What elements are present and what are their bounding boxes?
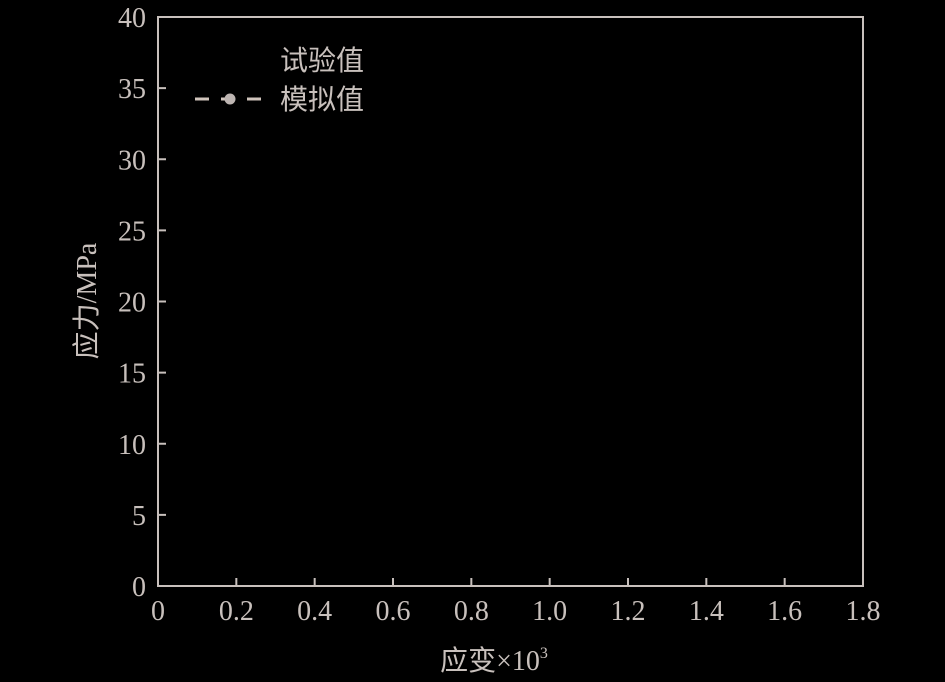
y-tick-label: 0 <box>132 572 146 603</box>
y-axis-label: 应力/MPa <box>71 242 103 359</box>
y-tick-label: 10 <box>118 430 146 461</box>
plot-frame <box>157 16 864 587</box>
legend: 试验值 模拟值 <box>195 45 364 116</box>
y-tick-label: 40 <box>118 3 146 34</box>
y-tick-label: 35 <box>118 74 146 105</box>
y-tick-label: 20 <box>118 288 146 319</box>
x-tick-label: 1.4 <box>689 596 724 627</box>
x-axis-label: 应变×103 <box>440 645 548 677</box>
x-tick-label: 0.8 <box>454 596 489 627</box>
x-tick-label: 0.6 <box>376 596 411 627</box>
y-tick-label: 15 <box>118 359 146 390</box>
legend-marker-simulated <box>224 93 236 105</box>
x-tick-label: 1.0 <box>532 596 567 627</box>
legend-label-experimental: 试验值 <box>280 45 364 77</box>
x-tick-label: 0 <box>151 596 165 627</box>
x-tick-label: 0.4 <box>297 596 332 627</box>
x-tick-label: 1.8 <box>846 596 881 627</box>
y-tick-label: 25 <box>118 216 146 247</box>
x-tick-label: 1.6 <box>767 596 802 627</box>
y-tick-label: 5 <box>132 501 146 532</box>
legend-label-simulated: 模拟值 <box>280 84 364 116</box>
x-tick-label: 1.2 <box>611 596 646 627</box>
x-tick-label: 0.2 <box>219 596 254 627</box>
y-tick-label: 30 <box>118 145 146 176</box>
